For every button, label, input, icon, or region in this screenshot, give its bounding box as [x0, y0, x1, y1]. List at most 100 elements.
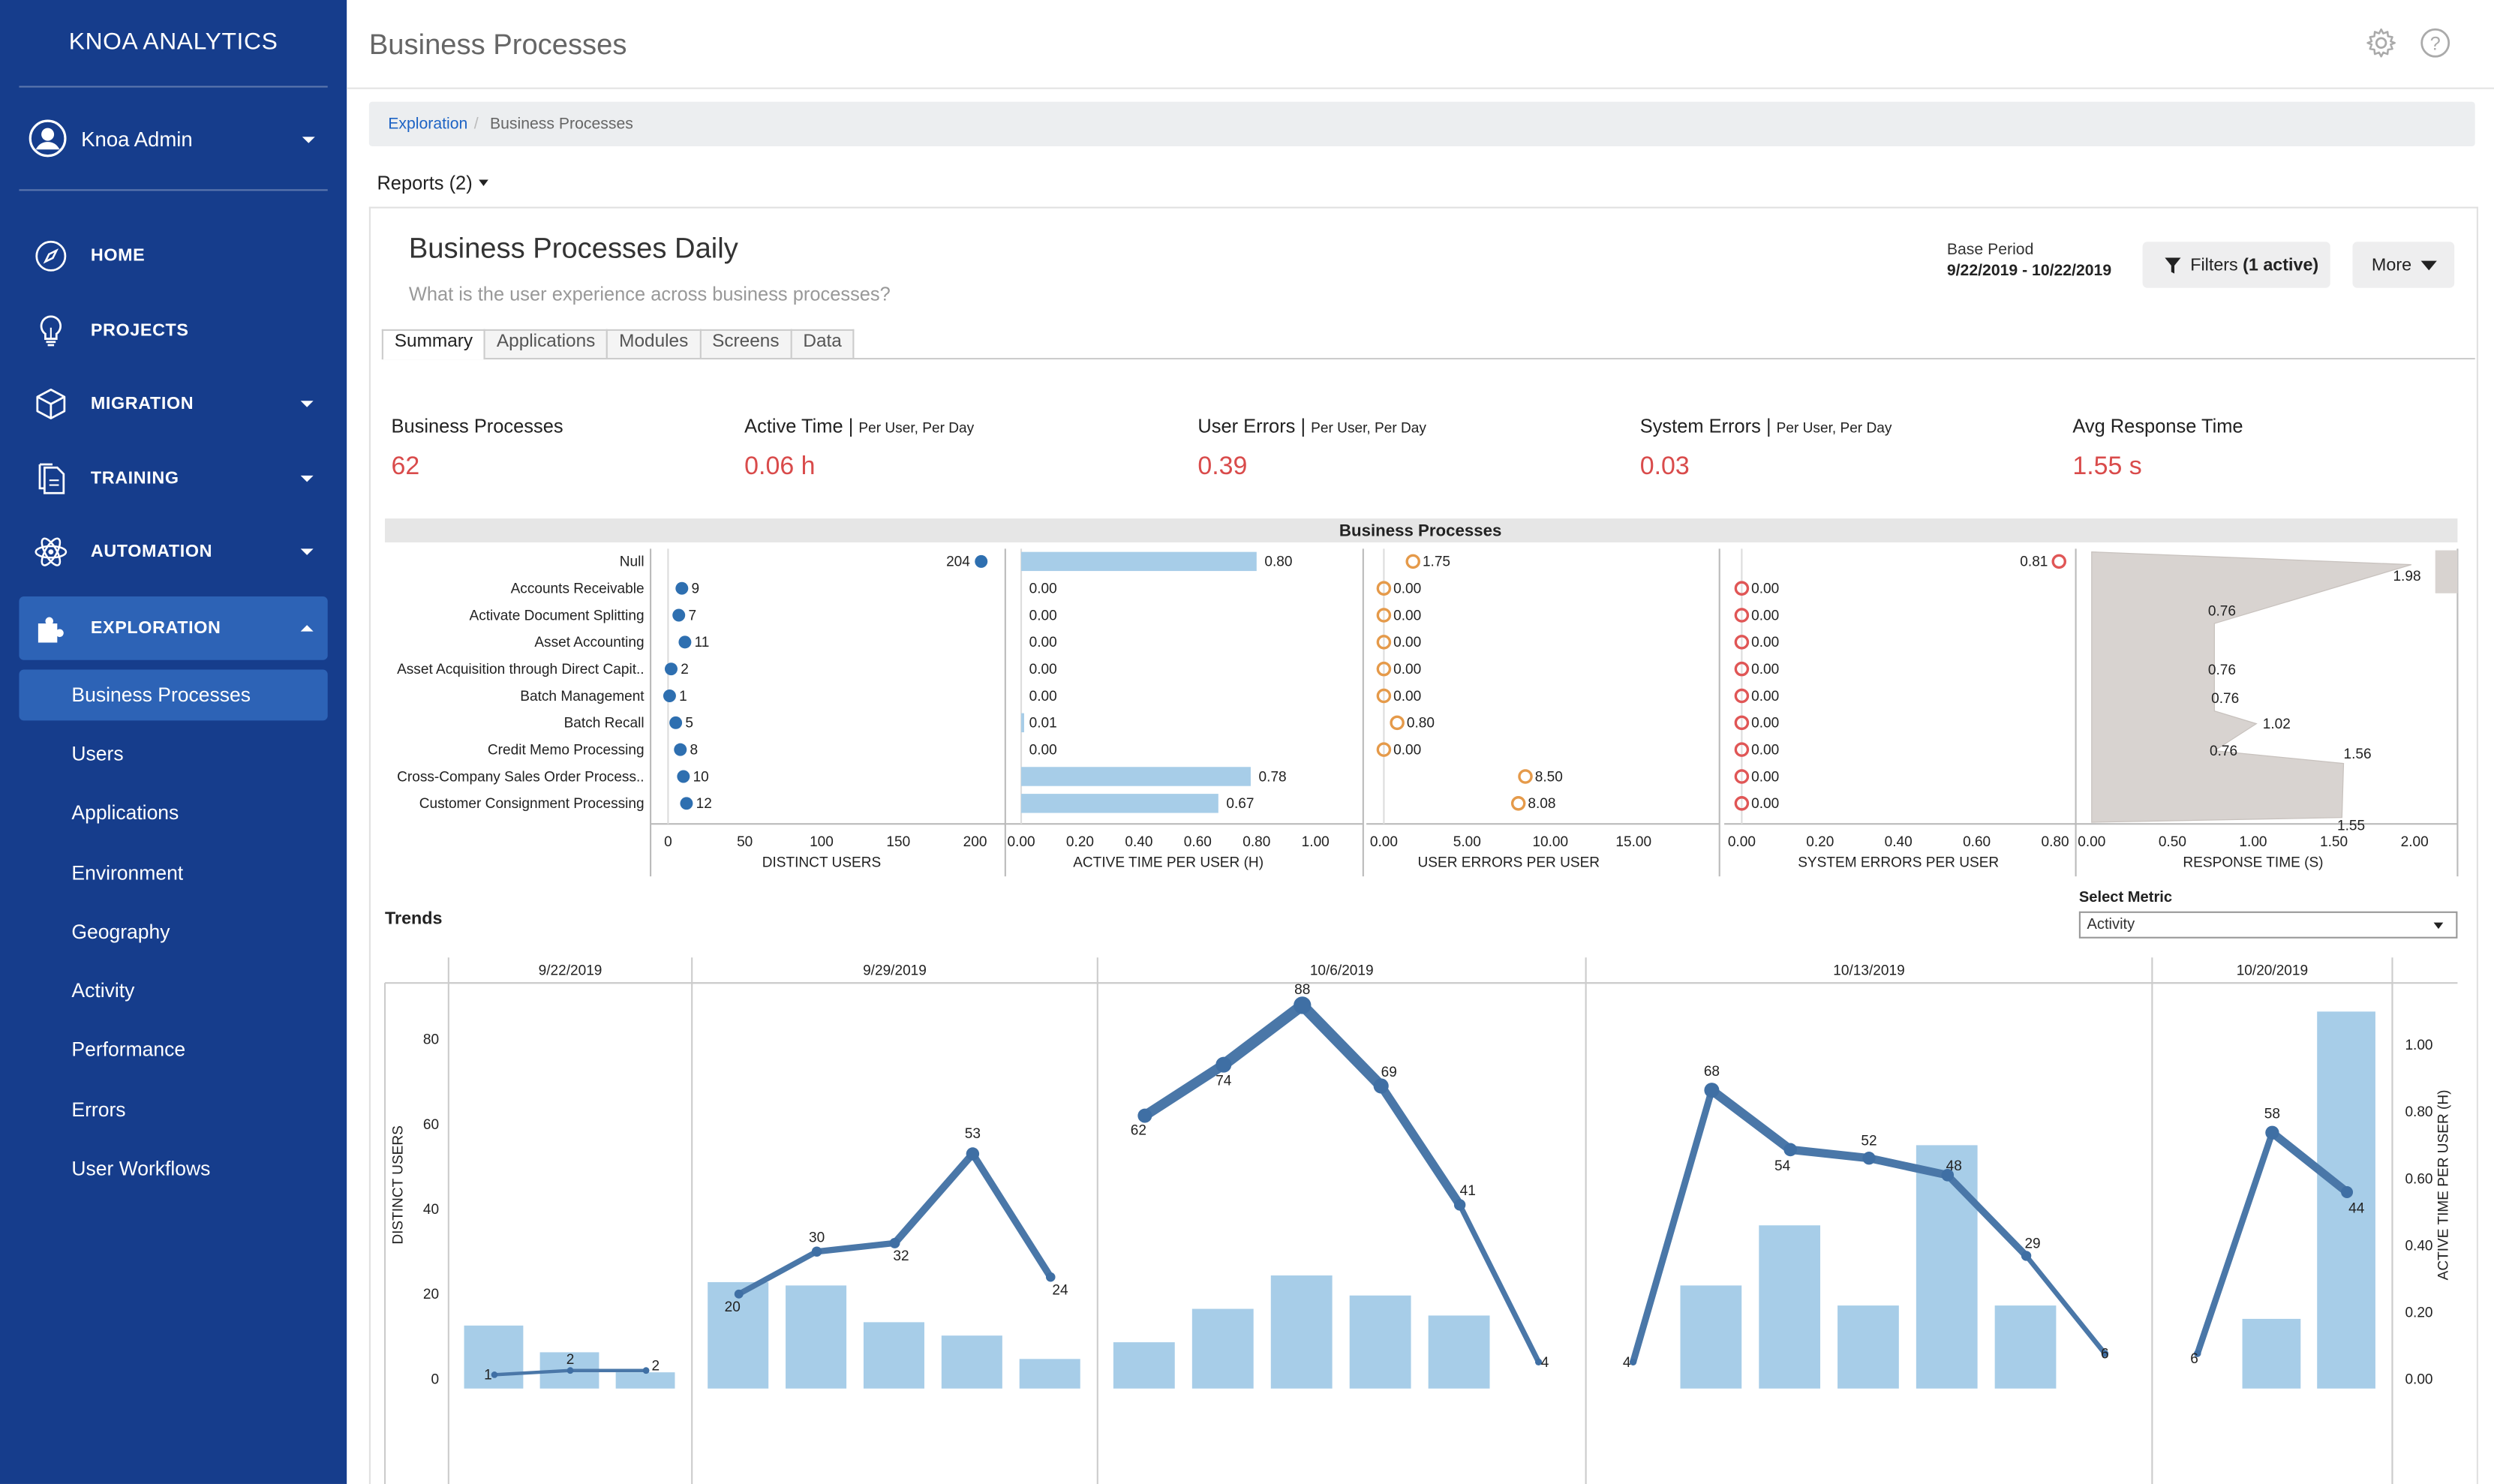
- subnav-activity[interactable]: Activity: [71, 979, 135, 1002]
- nav-label: MIGRATION: [90, 394, 194, 414]
- svg-text:?: ?: [2430, 33, 2441, 54]
- nav-label: PROJECTS: [90, 321, 189, 341]
- select-metric-dropdown[interactable]: Activity: [2078, 911, 2458, 939]
- report-tabs: Summary Applications Modules Screens Dat…: [381, 329, 2475, 360]
- report-title: Business Processes Daily: [408, 232, 738, 264]
- chevron-down-icon: [300, 475, 314, 482]
- filters-button[interactable]: Filters (1 active): [2142, 242, 2330, 288]
- bar: [1680, 1285, 1742, 1389]
- series-line-segment: [969, 1150, 1054, 1281]
- kpi-value-active-time: 0.06 h: [744, 453, 816, 481]
- series-line-segment: [492, 1368, 572, 1377]
- subnav-errors[interactable]: Errors: [71, 1098, 126, 1122]
- data-label: 0.00: [1029, 608, 1057, 623]
- chart-title-band: [385, 518, 2458, 542]
- data-label: 0.00: [1751, 769, 1779, 785]
- reports-dropdown[interactable]: Reports (2): [377, 172, 488, 194]
- data-label: 6: [2190, 1351, 2198, 1367]
- data-point: [1376, 688, 1392, 704]
- data-label: 32: [893, 1248, 909, 1264]
- subnav-applications[interactable]: Applications: [71, 801, 179, 825]
- x-tick-label: 0.20: [1806, 834, 1834, 850]
- subnav-environment[interactable]: Environment: [71, 862, 184, 885]
- subnav-performance[interactable]: Performance: [71, 1038, 186, 1062]
- nav-exploration[interactable]: EXPLORATION: [19, 596, 328, 660]
- tab-data[interactable]: Data: [790, 329, 855, 358]
- nav-migration[interactable]: MIGRATION: [19, 372, 327, 436]
- x-tick-label: 15.00: [1615, 834, 1651, 850]
- kpi-label-user-errors: User Errors | Per User, Per Day: [1197, 415, 1426, 437]
- data-label: 4: [1623, 1355, 1631, 1371]
- gear-icon[interactable]: [2365, 27, 2396, 59]
- subnav-user-workflows[interactable]: User Workflows: [71, 1158, 211, 1181]
- row-label: Batch Management: [520, 689, 645, 704]
- tab-screens[interactable]: Screens: [699, 329, 792, 358]
- data-label: 0.00: [1393, 689, 1421, 704]
- data-point: [1734, 688, 1750, 704]
- data-label: 58: [2264, 1107, 2280, 1122]
- bar: [1021, 713, 1024, 733]
- data-point: [1215, 1056, 1232, 1073]
- more-button[interactable]: More: [2352, 242, 2455, 288]
- data-point: [675, 581, 689, 595]
- data-point: [2101, 1350, 2109, 1357]
- row-label: Batch Recall: [564, 716, 645, 731]
- data-label: 0.76: [2211, 691, 2239, 707]
- x-tick-label: 5.00: [1453, 834, 1481, 850]
- bar: [786, 1285, 847, 1389]
- data-point: [1783, 1143, 1798, 1157]
- x-tick-label: 0.20: [1066, 834, 1094, 850]
- data-label: 0.00: [1751, 635, 1779, 650]
- x-tick-label: 0.00: [1007, 834, 1035, 850]
- user-menu[interactable]: Knoa Admin: [29, 111, 331, 165]
- data-label: 0.00: [1029, 581, 1057, 597]
- help-icon[interactable]: ?: [2420, 27, 2451, 59]
- nav-label: EXPLORATION: [90, 618, 221, 638]
- y-tick-label: 20: [423, 1287, 439, 1302]
- week-header-label: 10/6/2019: [1310, 963, 1374, 979]
- data-point: [889, 1237, 900, 1248]
- brand-logo[interactable]: KNOA ANALYTICS: [68, 29, 278, 56]
- page-title: Business Processes: [368, 29, 627, 61]
- bar: [1021, 767, 1251, 786]
- subnav-business-processes[interactable]: Business Processes: [19, 669, 328, 721]
- data-point: [734, 1289, 744, 1299]
- series-line-segment: [1140, 1059, 1229, 1121]
- x-tick-label: 150: [886, 834, 910, 850]
- data-label: 0.00: [1751, 689, 1779, 704]
- x-tick-label: 0.60: [1963, 834, 1991, 850]
- data-point: [566, 1367, 574, 1374]
- subnav-users[interactable]: Users: [71, 743, 124, 765]
- y2-tick-label: 1.00: [2405, 1038, 2432, 1053]
- x-tick-label: 2.00: [2401, 834, 2429, 850]
- data-point: [1453, 1199, 1466, 1211]
- breadcrumb-link-exploration[interactable]: Exploration: [388, 116, 468, 134]
- data-label: 0.00: [1393, 743, 1421, 759]
- data-label: 53: [965, 1126, 981, 1142]
- document-icon: [38, 463, 65, 494]
- row-label: Null: [620, 554, 645, 570]
- nav-projects[interactable]: PROJECTS: [19, 299, 327, 363]
- y-tick-label: 40: [423, 1202, 439, 1218]
- data-point: [1390, 715, 1405, 731]
- tab-applications[interactable]: Applications: [483, 329, 608, 358]
- nav-home[interactable]: HOME: [19, 224, 327, 288]
- x-tick-label: 0.50: [2159, 834, 2186, 850]
- series-line-segment: [2194, 1129, 2276, 1357]
- x-tick-label: 0.00: [2078, 834, 2105, 850]
- data-label: 52: [1861, 1134, 1877, 1149]
- data-point: [2051, 554, 2067, 569]
- data-label: 0.00: [1751, 716, 1779, 731]
- nav-training[interactable]: TRAINING: [19, 447, 327, 511]
- data-point: [669, 716, 683, 729]
- data-label: 0.00: [1393, 581, 1421, 597]
- data-label: 8.50: [1535, 769, 1563, 785]
- nav-automation[interactable]: AUTOMATION: [19, 520, 327, 584]
- subnav-geography[interactable]: Geography: [71, 921, 170, 944]
- data-point: [1376, 661, 1392, 677]
- x-tick-label: 0.40: [1125, 834, 1152, 850]
- x-axis-title: SYSTEM ERRORS PER USER: [1798, 855, 1999, 870]
- data-label: 62: [1131, 1123, 1146, 1139]
- data-point: [1045, 1272, 1056, 1282]
